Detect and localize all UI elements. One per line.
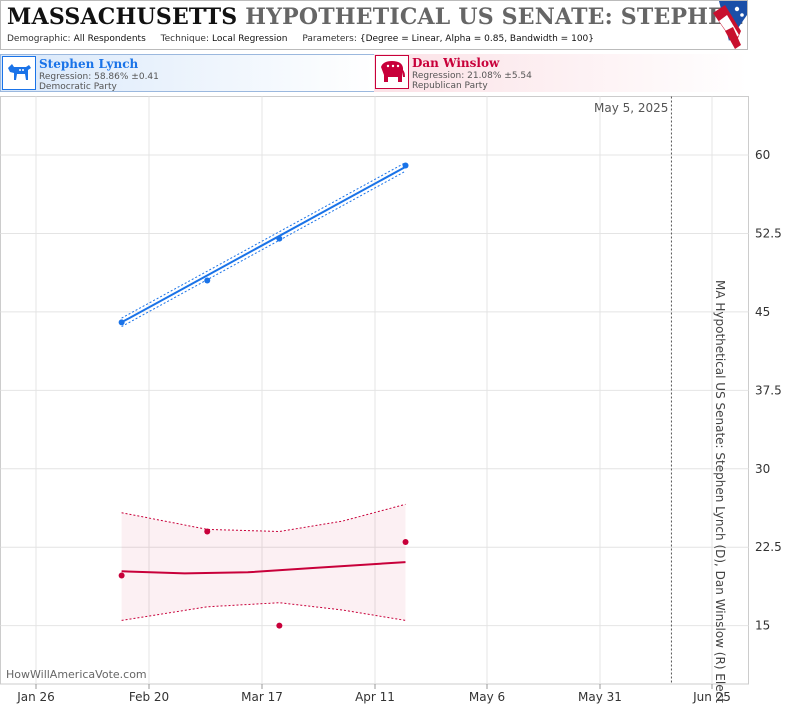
flag-logo-icon: [713, 1, 747, 49]
chart-title: MASSACHUSETTS HYPOTHETICAL US SENATE: ST…: [7, 4, 747, 30]
chart-area: Jan 26 Feb 20 Mar 17 Apr 11 May 6 May 31 Jun 2…: [0, 96, 789, 708]
winslow-confidence-band: [121, 504, 406, 621]
chart-parameters: Demographic: All Respondents Technique: Lo…: [7, 34, 606, 44]
winslow-data-point: [402, 538, 409, 545]
x-tick-label: May 31: [578, 690, 622, 704]
technique-value: Local Regression: [212, 34, 288, 44]
candidate-regression: Regression: 21.08% ±5.54: [412, 71, 532, 81]
y-tick-label: 22.5: [755, 540, 782, 554]
y-tick-label: 15: [755, 619, 770, 633]
watermark: HowWillAmericaVote.com: [6, 668, 147, 681]
winslow-data-point: [204, 528, 211, 535]
x-tick-label: Feb 20: [129, 690, 169, 704]
y-tick-label: 60: [755, 148, 770, 162]
candidate-party: Democratic Party: [39, 82, 117, 92]
democratic-donkey-icon: [2, 56, 36, 90]
x-tick-label: Jan 26: [16, 690, 55, 704]
lynch-regression-line: [121, 166, 406, 324]
winslow-data-point: [276, 622, 283, 629]
candidate-party: Republican Party: [412, 81, 488, 91]
y-tick-label: 37.5: [755, 383, 782, 397]
winslow-band-upper: [121, 503, 406, 533]
lynch-band-lower: [121, 170, 406, 328]
y-tick-label: 52.5: [755, 226, 782, 240]
x-tick-label: Mar 17: [241, 690, 283, 704]
demographic-label: Demographic:: [7, 34, 71, 44]
x-tick-label: Apr 11: [355, 690, 395, 704]
winslow-regression-line: [121, 561, 406, 575]
parameters-label: Parameters:: [302, 34, 357, 44]
chart-title-vertical: MA Hypothetical US Senate: Stephen Lynch…: [713, 280, 727, 704]
winslow-data-point: [118, 572, 125, 579]
lynch-data-point: [204, 277, 211, 284]
candidate-regression: Regression: 58.86% ±0.41: [39, 72, 159, 82]
chart-header: MASSACHUSETTS HYPOTHETICAL US SENATE: ST…: [0, 0, 748, 50]
parameters-value: {Degree = Linear, Alpha = 0.85, Bandwidt…: [359, 34, 594, 44]
candidate-dem-card: Stephen Lynch Regression: 58.86% ±0.41 D…: [0, 54, 374, 92]
lynch-data-point: [118, 319, 125, 326]
x-tick-label: Jun 25: [692, 690, 731, 704]
republican-elephant-icon: [375, 55, 409, 89]
lynch-band-upper: [121, 162, 406, 319]
candidate-name: Dan Winslow: [412, 56, 500, 70]
title-state: MASSACHUSETTS: [7, 4, 238, 30]
lynch-data-point: [402, 162, 409, 169]
x-tick-label: May 6: [469, 690, 505, 704]
candidate-rep-card: Dan Winslow Regression: 21.08% ±5.54 Rep…: [374, 54, 748, 92]
lynch-data-point: [276, 235, 283, 242]
regression-chart: Jan 26 Feb 20 Mar 17 Apr 11 May 6 May 31 Jun 2…: [0, 96, 782, 708]
winslow-band-lower: [121, 602, 406, 621]
candidate-name: Stephen Lynch: [39, 57, 139, 71]
date-marker-label: May 5, 2025: [594, 101, 668, 115]
demographic-value: All Respondents: [73, 34, 146, 44]
y-tick-label: 30: [755, 462, 770, 476]
y-tick-label: 45: [755, 305, 770, 319]
technique-label: Technique:: [160, 34, 210, 44]
title-rest: HYPOTHETICAL US SENATE: STEPHEN LYNCH: [245, 4, 747, 30]
